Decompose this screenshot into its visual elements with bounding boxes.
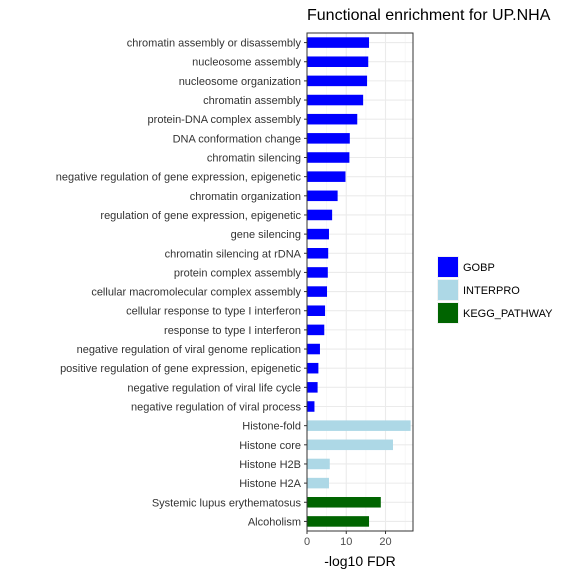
category-label: chromatin assembly [203, 95, 301, 107]
x-tick-label: 10 [340, 536, 352, 548]
chart-title: Functional enrichment for UP.NHA [307, 7, 551, 24]
bar [307, 37, 370, 48]
x-axis-ticks: 0 10 20 [304, 531, 392, 548]
bar [307, 286, 328, 297]
category-label: nucleosome assembly [192, 57, 301, 69]
category-label: chromatin organization [190, 191, 301, 203]
category-label: chromatin silencing at rDNA [165, 248, 302, 260]
category-label: cellular response to type I interferon [126, 306, 301, 318]
category-label: Histone core [239, 440, 301, 452]
bar [307, 343, 320, 355]
category-labels: chromatin assembly or disassembly nucleos… [56, 38, 307, 528]
category-label: negative regulation of viral genome repl… [77, 344, 301, 356]
category-label: response to type I interferon [164, 325, 301, 337]
bar [307, 228, 329, 240]
category-label: Histone-fold [242, 421, 301, 433]
bar [307, 113, 358, 125]
category-label: negative regulation of viral process [131, 402, 301, 414]
category-label: DNA conformation change [173, 133, 301, 145]
bar [307, 190, 338, 202]
x-axis-title: -log10 FDR [324, 553, 396, 569]
category-label: negative regulation of gene expression, … [56, 172, 302, 184]
bar [307, 439, 393, 451]
plot-panel [307, 33, 413, 531]
bar [307, 382, 318, 393]
category-label: cellular macromolecular complex assembly [91, 287, 301, 299]
bar [307, 516, 370, 527]
bar [307, 305, 326, 316]
category-label: Systemic lupus erythematosus [152, 497, 302, 509]
category-label: protein-DNA complex assembly [148, 114, 302, 126]
bar [307, 75, 368, 87]
legend-label: INTERPRO [463, 285, 520, 297]
bar [307, 497, 381, 508]
legend-key [438, 303, 458, 323]
bar [307, 152, 350, 163]
bar [307, 267, 328, 278]
x-tick-label: 20 [379, 536, 391, 548]
bar [307, 420, 411, 431]
category-label: positive regulation of gene expression, … [60, 363, 301, 375]
category-label: protein complex assembly [174, 267, 302, 279]
bars [307, 37, 411, 527]
category-label: nucleosome organization [179, 76, 301, 88]
category-label: regulation of gene expression, epigeneti… [100, 210, 301, 222]
legend-key [438, 257, 458, 277]
bar [307, 324, 325, 336]
bar [307, 56, 369, 67]
legend-key [438, 280, 458, 300]
bar [307, 248, 329, 259]
x-tick-label: 0 [304, 536, 310, 548]
category-label: chromatin silencing [207, 153, 301, 165]
bar [307, 133, 350, 144]
bar [307, 94, 364, 106]
legend-label: GOBP [463, 262, 495, 274]
bar [307, 401, 315, 412]
category-label: chromatin assembly or disassembly [127, 38, 302, 50]
category-label: Alcoholism [248, 516, 301, 528]
category-label: Histone H2B [239, 459, 301, 471]
bar [307, 171, 346, 182]
category-label: negative regulation of viral life cycle [127, 382, 301, 394]
bar [307, 362, 319, 374]
bar [307, 477, 329, 489]
bar [307, 209, 333, 221]
legend-label: KEGG_PATHWAY [463, 308, 553, 320]
plot-panel-border [306, 32, 414, 532]
category-label: Histone H2A [239, 478, 301, 490]
legend: GOBP INTERPRO KEGG_PATHWAY [437, 256, 553, 324]
bar [307, 458, 330, 470]
category-label: gene silencing [231, 229, 301, 241]
